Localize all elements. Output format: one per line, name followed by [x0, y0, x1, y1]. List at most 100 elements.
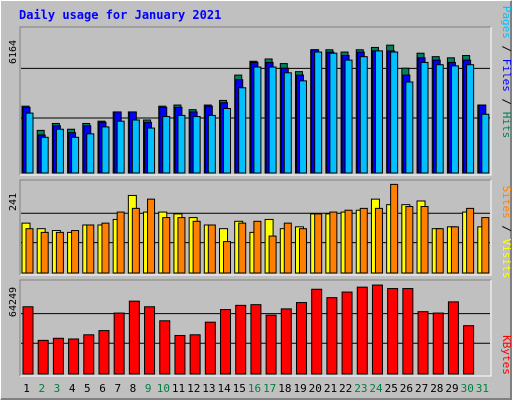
bar-kbytes [311, 288, 323, 375]
bar-sites [374, 207, 383, 274]
bar-sites [162, 217, 171, 274]
x-tick-label-day: 12 [187, 382, 200, 395]
x-tick-label-day: 13 [202, 382, 215, 395]
bar-pages [268, 66, 277, 174]
x-tick-label-day: 31 [476, 382, 489, 395]
bar-sites [298, 228, 307, 274]
x-tick-label-day: 19 [293, 382, 306, 395]
bar-pages [177, 114, 186, 174]
bar-pages [466, 64, 475, 174]
bar-sites [359, 207, 368, 274]
x-tick-label-day: 10 [157, 382, 170, 395]
bar-pages [359, 56, 368, 174]
x-tick-label-day: 7 [114, 382, 121, 395]
bar-pages [101, 126, 110, 174]
x-tick-label-day: 20 [309, 382, 322, 395]
bar-sites [131, 207, 140, 274]
legend-separator: / [500, 92, 512, 112]
bar-pages [55, 128, 64, 174]
x-tick-label-day: 4 [69, 382, 76, 395]
bar-kbytes [280, 308, 292, 375]
legend-entry-pages: Pages [500, 6, 512, 39]
bar-sites [435, 228, 444, 274]
x-tick-label-day: 14 [217, 382, 231, 395]
panel-bevel-light [20, 27, 492, 176]
bar-pages [283, 72, 292, 174]
bar-kbytes [220, 309, 232, 375]
bar-sites [283, 222, 292, 274]
x-tick-label-day: 30 [461, 382, 474, 395]
x-tick-label-day: 18 [278, 382, 291, 395]
bar-kbytes [52, 337, 64, 375]
x-tick-label-day: 27 [415, 382, 428, 395]
bar-sites [101, 222, 110, 274]
bar-pages [207, 114, 216, 174]
x-tick-label-day: 1 [23, 382, 30, 395]
x-tick-label-day: 3 [54, 382, 61, 395]
x-tick-label-day: 22 [339, 382, 352, 395]
bar-sites [253, 220, 262, 274]
y-tick-label-hits-files-pages: 6164 [8, 40, 19, 64]
bar-pages [314, 51, 323, 174]
legend-entry-files: Files [500, 59, 512, 92]
bar-pages [71, 136, 80, 174]
bar-kbytes [113, 312, 125, 375]
x-tick-label-day: 24 [369, 382, 383, 395]
x-tick-label-day: 23 [354, 382, 367, 395]
bar-sites [86, 224, 95, 274]
x-tick-label-day: 9 [145, 382, 152, 395]
bar-kbytes [189, 334, 201, 375]
legend-separator: / [500, 39, 512, 59]
x-tick-label-day: 25 [385, 382, 398, 395]
bar-kbytes [295, 302, 307, 375]
bar-kbytes [37, 339, 49, 375]
bar-sites [405, 206, 414, 274]
bar-pages [390, 51, 399, 174]
bar-sites [55, 231, 64, 274]
bar-sites [466, 207, 475, 274]
x-tick-label-day: 2 [38, 382, 45, 395]
x-tick-label-day: 8 [130, 382, 137, 395]
bar-sites [314, 213, 323, 274]
bar-kbytes [144, 306, 156, 375]
bar-kbytes [463, 325, 475, 375]
bar-pages [25, 112, 34, 174]
legend-entry-hits: Hits [500, 112, 512, 139]
bar-pages [223, 107, 232, 174]
bar-pages [162, 116, 171, 174]
bar-kbytes [204, 321, 216, 375]
panel-bevel-light [20, 280, 492, 377]
x-tick-label-day: 21 [324, 382, 337, 395]
bar-sites [177, 217, 186, 274]
x-tick-label-day: 11 [172, 382, 185, 395]
panel-bevel-dark [19, 279, 491, 376]
bar-pages [344, 59, 353, 174]
bar-sites [223, 241, 232, 274]
x-tick-label-day: 6 [99, 382, 106, 395]
y-tick-label-kbytes: 64249 [8, 287, 19, 317]
bar-sites [268, 235, 277, 274]
bar-kbytes [83, 334, 95, 375]
bar-sites [116, 211, 125, 274]
bar-kbytes [235, 304, 247, 375]
chart-marks [21, 44, 490, 375]
legend-kbytes: KBytes [500, 335, 512, 375]
x-tick-label-day: 26 [400, 382, 413, 395]
bar-kbytes [356, 286, 368, 375]
bar-pages [131, 119, 140, 174]
bar-kbytes [98, 330, 110, 375]
bar-kbytes [387, 288, 399, 375]
legend-entry-kbytes: KBytes [500, 335, 512, 375]
bar-sites [344, 209, 353, 274]
x-tick-label-day: 29 [445, 382, 458, 395]
legend-entry-visits: Visits [500, 239, 512, 279]
bar-kbytes [402, 288, 414, 375]
bar-kbytes [417, 311, 429, 375]
bar-sites [450, 226, 459, 274]
panel-bevel-light [20, 180, 492, 276]
x-tick-label-day: 5 [84, 382, 91, 395]
